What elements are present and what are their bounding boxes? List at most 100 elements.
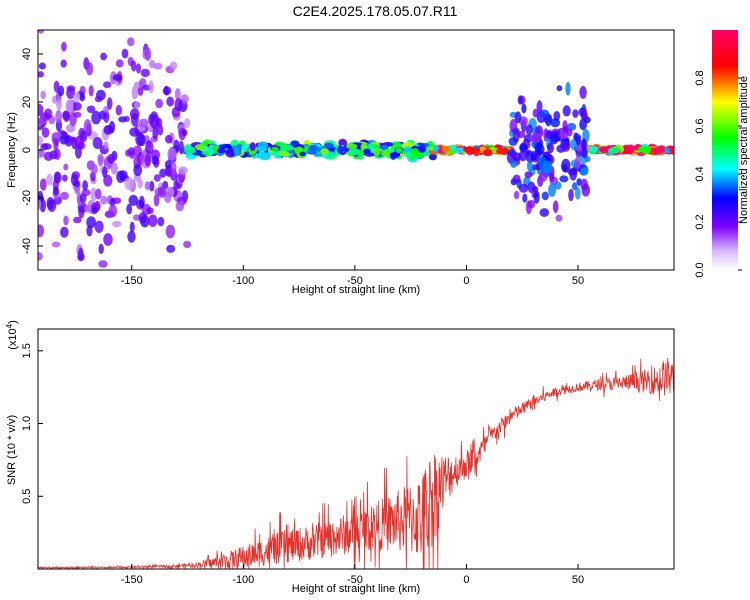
x-tick-label: -100 — [232, 275, 254, 287]
heatmap-cell — [135, 63, 142, 74]
colorbar-tick-label: 0.6 — [694, 118, 706, 133]
heatmap-cell — [43, 151, 54, 161]
heatmap-cell — [169, 61, 178, 70]
heatmap-cell — [74, 180, 80, 188]
heatmap-cell — [517, 95, 523, 105]
heatmap-cell — [38, 117, 47, 125]
spectrogram-y-ticks: -40 -20 0 20 40 — [21, 48, 43, 254]
heatmap-cell — [454, 147, 466, 154]
heatmap-cell — [47, 199, 57, 212]
y-tick-label: 40 — [21, 48, 33, 60]
snr-y-label: SNR (10 * v/v) — [6, 415, 18, 485]
heatmap-cell — [518, 150, 527, 162]
heatmap-cell — [299, 151, 307, 157]
heatmap-cell — [373, 147, 381, 156]
heatmap-cell — [100, 195, 108, 205]
heatmap-cell — [384, 148, 391, 154]
heatmap-cell — [90, 187, 97, 202]
heatmap-cell — [103, 81, 112, 89]
heatmap-cell — [574, 155, 581, 170]
heatmap-cell — [69, 136, 75, 144]
heatmap-cell — [395, 147, 403, 154]
heatmap-cell — [66, 85, 76, 92]
heatmap-cell — [165, 134, 173, 144]
heatmap-cell — [510, 159, 517, 168]
heatmap-cell — [90, 164, 98, 175]
heatmap-cell — [100, 52, 107, 61]
heatmap-cell — [539, 208, 550, 217]
heatmap-cell — [149, 180, 155, 192]
heatmap-cell — [536, 100, 543, 114]
heatmap-cell — [110, 162, 118, 175]
heatmap-cell — [135, 132, 145, 147]
heatmap-cell — [72, 92, 81, 102]
colorbar-tick-label: 0.8 — [694, 70, 706, 85]
heatmap-cell — [184, 118, 191, 129]
heatmap-cell — [159, 168, 167, 178]
heatmap-cell — [38, 71, 44, 78]
heatmap-cell — [108, 204, 118, 218]
heatmap-cell — [112, 220, 122, 228]
heatmap-cell — [108, 120, 116, 134]
colorbar-tick-label: 0.2 — [694, 214, 706, 229]
heatmap-cell — [73, 216, 82, 224]
snr-x-ticks: -150 -100 -50 0 50 — [121, 564, 584, 586]
heatmap-cell — [115, 104, 123, 116]
heatmap-cell — [165, 224, 176, 239]
heatmap-cell — [151, 155, 159, 166]
heatmap-cell — [579, 85, 587, 99]
y-tick-label: 0.5 — [21, 489, 33, 504]
heatmap-cell — [131, 60, 137, 72]
heatmap-cell — [581, 108, 588, 120]
heatmap-cell — [180, 94, 189, 104]
heatmap-cell — [95, 188, 102, 200]
heatmap-cell — [72, 102, 82, 111]
heatmap-cell — [38, 190, 43, 201]
heatmap-cell — [183, 240, 192, 249]
snr-multiplier-label: (x104) — [5, 320, 19, 350]
heatmap-cell — [44, 108, 53, 120]
heatmap-cell — [118, 116, 127, 123]
x-tick-label: -50 — [347, 574, 363, 586]
heatmap-cell — [216, 148, 226, 154]
heatmap-cell — [74, 186, 81, 195]
heatmap-cell — [283, 145, 294, 151]
heatmap-cell — [510, 151, 517, 158]
spectrogram-y-label: Frequency (Hz) — [6, 112, 18, 188]
heatmap-cell — [166, 96, 175, 107]
heatmap-cell — [126, 203, 133, 215]
heatmap-cell — [53, 80, 60, 93]
heatmap-cell — [127, 37, 135, 47]
heatmap-cell — [530, 151, 538, 161]
heatmap-cell — [257, 141, 269, 151]
heatmap-cell — [638, 146, 645, 153]
heatmap-cell — [82, 180, 88, 191]
heatmap-cell — [174, 88, 181, 101]
heatmap-cell — [131, 85, 138, 100]
heatmap-cell — [86, 225, 93, 237]
heatmap-cell — [363, 148, 371, 155]
heatmap-cell — [84, 204, 92, 213]
heatmap-cell — [581, 183, 591, 197]
heatmap-cell — [38, 252, 43, 261]
heatmap-cell — [52, 131, 62, 139]
heatmap-cell — [134, 101, 140, 109]
heatmap-cell — [74, 135, 84, 149]
heatmap-cell — [163, 85, 169, 96]
heatmap-cell — [575, 135, 581, 146]
heatmap-cell — [102, 166, 108, 178]
heatmap-cell — [580, 167, 589, 176]
heatmap-cell — [52, 95, 58, 104]
heatmap-cell — [53, 186, 59, 196]
heatmap-cell — [552, 200, 559, 213]
heatmap-cell — [162, 181, 169, 189]
heatmap-cell — [539, 170, 548, 182]
heatmap-cell — [561, 140, 571, 152]
heatmap-cell — [40, 90, 46, 100]
heatmap-cell — [86, 105, 96, 114]
heatmap-cell — [346, 143, 358, 149]
heatmap-cell — [562, 105, 571, 117]
heatmap-cell — [271, 146, 279, 152]
colorbar-label: Normalized spectral amplitude — [738, 76, 750, 224]
heatmap-cell — [58, 85, 65, 97]
